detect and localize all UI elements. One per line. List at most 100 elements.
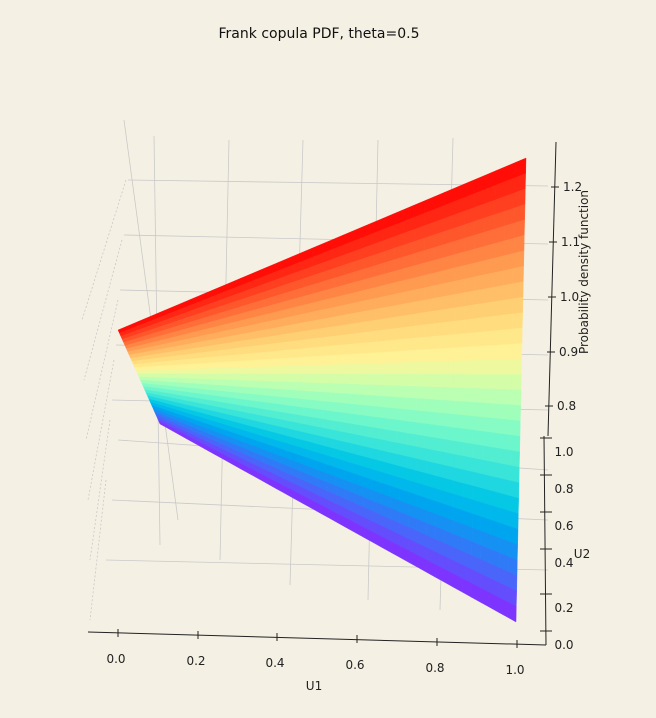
surface-patch [416,434,427,449]
surface-patch [473,331,484,347]
surface-patch [425,436,436,451]
grid-l-4 [87,359,115,501]
surface-patch [424,336,436,350]
surface-patch [453,414,464,430]
surface-patch [347,343,358,355]
surface-patch [377,384,388,397]
surface-patch [152,361,165,367]
surface-patch [339,383,350,395]
surface-patch [481,473,492,492]
surface-patch [253,380,265,389]
surface-patch [463,374,474,389]
surface-patch [506,601,517,623]
surface-patch [376,362,388,375]
surface-patch [279,357,291,367]
surface-patch [396,396,408,410]
surface-patch [366,341,378,354]
surface-patch [425,361,436,375]
surface-patch [512,296,524,315]
surface-patch [357,363,369,375]
surface-patch [434,309,445,324]
surface-patch [425,374,436,388]
surface-patch [415,336,426,351]
surface-patch [328,364,340,375]
surface-patch [463,401,474,417]
surface-patch [474,231,485,250]
surface-patch [365,298,376,312]
surface-patch [454,319,465,335]
surface-patch [327,335,338,347]
surface-patch [242,373,254,382]
surface-patch [337,344,349,356]
surface-patch [365,308,377,322]
surface-patch [385,316,396,330]
surface-patch [250,359,262,368]
surface-patch [492,344,503,361]
surface-patch [493,285,504,303]
surface-patch [347,353,359,365]
surface-patch [134,366,147,371]
surface-patch [163,364,175,371]
surface-patch [297,339,309,350]
surface-patch [378,406,389,420]
surface-patch [201,356,213,364]
surface-patch [395,315,406,329]
surface-patch [349,393,360,406]
surface-patch [472,457,483,475]
surface-patch [472,402,483,418]
z-tick-label-4: 1.2 [563,180,582,194]
surface-patch [434,270,445,286]
surface-patch [272,381,284,390]
surface-patch [357,352,368,365]
surface-patch [453,387,464,402]
surface-patch [501,389,512,406]
surface-patch [184,368,196,375]
surface-patch [336,334,348,346]
x-axis-label: U1 [306,679,322,693]
surface-patch [425,423,436,439]
surface-patch [454,251,465,269]
surface-patch [335,314,347,327]
surface-patch [316,318,328,330]
surface-patch [394,291,406,306]
surface-patch [387,407,398,421]
surface-patch [493,240,505,259]
surface-patch [172,359,184,366]
surface-patch [500,448,511,466]
surface-patch [319,364,330,375]
surface-patch [405,325,416,340]
surface-patch [512,327,523,345]
surface-patch [483,316,494,333]
surface-patch [434,361,445,375]
surface-patch [463,428,474,445]
surface-patch [415,410,427,425]
surface-patch [424,297,435,313]
grid-l-5 [89,419,111,561]
surface-patch [434,399,445,414]
surface-patch [406,397,417,411]
surface-patch [453,374,465,389]
y-tick-label-0: 0.0 [554,638,573,652]
surface-patch [287,332,299,343]
surface-patch [454,346,465,362]
surface-patch [472,388,484,404]
surface-patch [463,276,475,293]
surface-patch [454,265,465,282]
surface-patch [309,364,321,375]
surface-patch [376,351,388,364]
surface-patch [510,419,521,437]
surface-patch [499,493,510,512]
surface-patch [473,317,484,333]
surface-patch [444,426,455,442]
surface-patch [492,359,503,375]
surface-patch [234,380,246,388]
surface-patch [415,361,426,375]
surface-patch [308,346,319,358]
surface-patch [387,385,398,398]
surface-patch [348,373,359,385]
x-tick-label-3: 0.6 [345,658,364,672]
surface-patch [135,370,148,375]
surface-patch [326,325,338,338]
z-tick-label-0: 0.8 [557,399,576,413]
surface-patch [405,362,417,375]
